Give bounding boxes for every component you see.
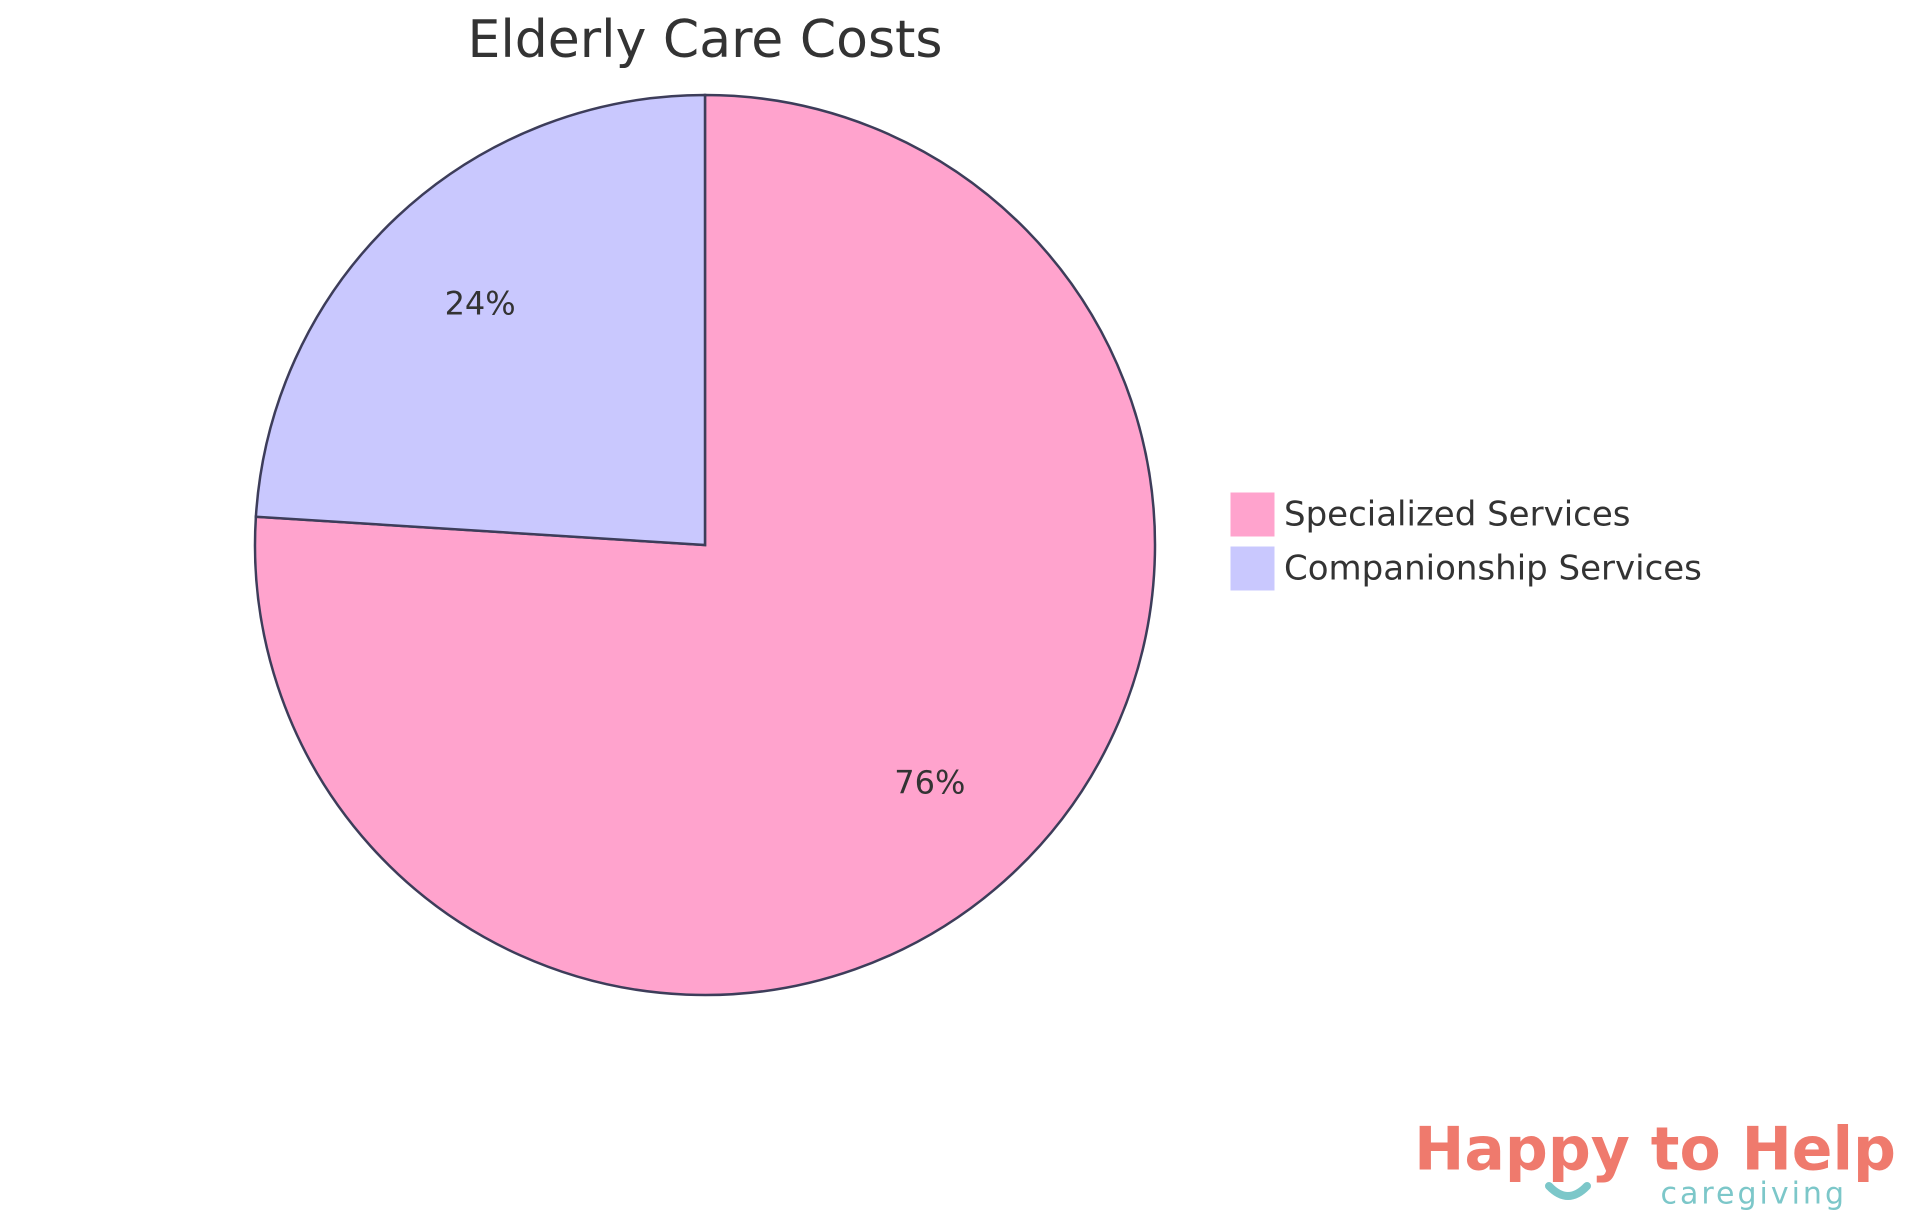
pie-slice (254, 93, 707, 547)
logo-name: Happy to Help (1414, 1115, 1896, 1185)
logo: Happy to Help caregiving (1414, 1115, 1896, 1212)
legend: Specialized Services Companionship Servic… (1229, 491, 1702, 592)
pie: 76% 24% (253, 93, 1157, 997)
legend-swatch (1229, 545, 1276, 592)
logo-smile (1545, 1182, 1591, 1200)
legend-swatch (1229, 491, 1276, 538)
chart-title: Elderly Care Costs (467, 10, 942, 70)
data-label: 76% (894, 763, 965, 801)
legend-label: Companionship Services (1284, 549, 1702, 589)
data-label: 24% (445, 285, 516, 323)
logo-tagline: caregiving (1660, 1177, 1847, 1212)
legend-label: Specialized Services (1284, 495, 1630, 535)
